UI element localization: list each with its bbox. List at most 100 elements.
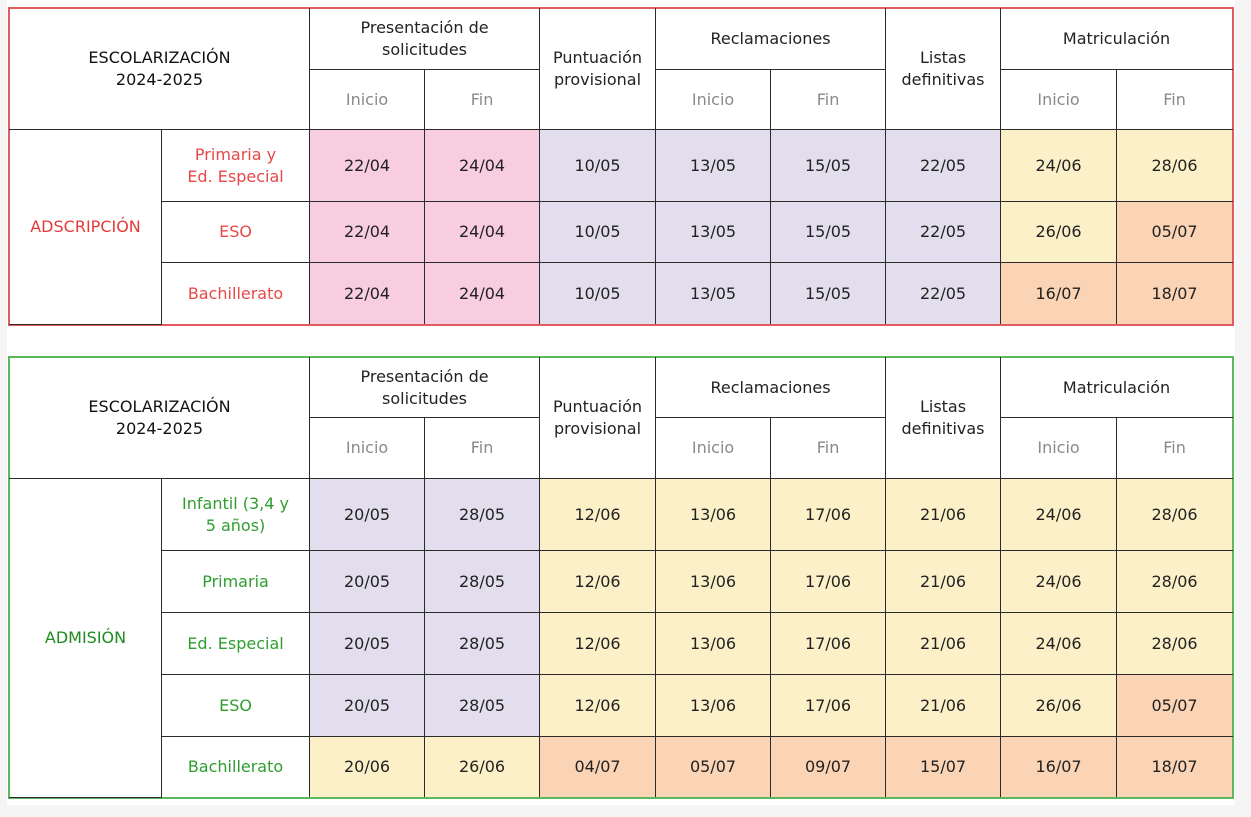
date-cell: 24/06 xyxy=(1000,129,1118,202)
level-label: Bachillerato xyxy=(160,262,311,325)
level-label: Primaria y Ed. Especial xyxy=(160,129,311,202)
date-cell: 24/04 xyxy=(424,129,541,202)
title-line2: 2024-2025 xyxy=(115,70,204,89)
date-cell: 13/05 xyxy=(655,262,772,325)
date-cell: 13/06 xyxy=(655,478,772,551)
table-title: ESCOLARIZACIÓN 2024-2025 xyxy=(8,8,311,130)
date-cell: 16/07 xyxy=(1000,262,1118,325)
date-cell: 28/06 xyxy=(1116,129,1234,202)
date-cell: 10/05 xyxy=(539,262,657,325)
header-inicio: Inicio xyxy=(655,69,772,130)
level-label: Ed. Especial xyxy=(160,612,311,675)
date-cell: 28/05 xyxy=(424,550,541,613)
level-label: Bachillerato xyxy=(160,736,311,798)
date-cell: 20/05 xyxy=(309,478,426,551)
header-listas: Listas definitivas xyxy=(885,357,1002,479)
date-cell: 22/05 xyxy=(885,262,1002,325)
date-cell: 12/06 xyxy=(539,550,657,613)
date-cell: 09/07 xyxy=(770,736,887,798)
date-cell: 20/05 xyxy=(309,674,426,737)
table-title: ESCOLARIZACIÓN 2024-2025 xyxy=(8,357,311,479)
header-inicio: Inicio xyxy=(1000,417,1118,479)
admision-table: ESCOLARIZACIÓN 2024-2025 Presentación de… xyxy=(7,356,1235,799)
date-cell: 28/05 xyxy=(424,612,541,675)
level-label: ESO xyxy=(160,201,311,263)
date-cell: 28/05 xyxy=(424,478,541,551)
date-cell: 12/06 xyxy=(539,674,657,737)
date-cell: 21/06 xyxy=(885,674,1002,737)
date-cell: 13/06 xyxy=(655,612,772,675)
date-cell: 18/07 xyxy=(1116,736,1234,798)
date-cell: 26/06 xyxy=(1000,674,1118,737)
header-puntuacion: Puntuación provisional xyxy=(539,8,657,130)
date-cell: 12/06 xyxy=(539,612,657,675)
date-cell: 16/07 xyxy=(1000,736,1118,798)
header-fin: Fin xyxy=(1116,417,1234,479)
date-cell: 04/07 xyxy=(539,736,657,798)
date-cell: 22/05 xyxy=(885,201,1002,263)
date-cell: 22/05 xyxy=(885,129,1002,202)
adscripcion-table: ESCOLARIZACIÓN 2024-2025 Presentación de… xyxy=(7,7,1235,326)
date-cell: 13/05 xyxy=(655,201,772,263)
date-cell: 21/06 xyxy=(885,550,1002,613)
title-line2: 2024-2025 xyxy=(115,419,204,438)
header-inicio: Inicio xyxy=(655,417,772,479)
header-inicio: Inicio xyxy=(309,417,426,479)
date-cell: 17/06 xyxy=(770,612,887,675)
header-listas: Listas definitivas xyxy=(885,8,1002,130)
header-puntuacion: Puntuación provisional xyxy=(539,357,657,479)
date-cell: 17/06 xyxy=(770,550,887,613)
date-cell: 26/06 xyxy=(1000,201,1118,263)
date-cell: 24/06 xyxy=(1000,612,1118,675)
date-cell: 10/05 xyxy=(539,129,657,202)
header-inicio: Inicio xyxy=(309,69,426,130)
date-cell: 12/06 xyxy=(539,478,657,551)
header-fin: Fin xyxy=(1116,69,1234,130)
date-cell: 18/07 xyxy=(1116,262,1234,325)
date-cell: 20/06 xyxy=(309,736,426,798)
date-cell: 28/06 xyxy=(1116,550,1234,613)
header-reclamaciones: Reclamaciones xyxy=(655,357,887,418)
date-cell: 15/05 xyxy=(770,129,887,202)
date-cell: 21/06 xyxy=(885,612,1002,675)
level-label: Infantil (3,4 y 5 años) xyxy=(160,478,311,551)
date-cell: 24/06 xyxy=(1000,550,1118,613)
date-cell: 05/07 xyxy=(655,736,772,798)
title-line1: ESCOLARIZACIÓN xyxy=(88,48,231,67)
level-label: Primaria xyxy=(160,550,311,613)
section-label: ADSCRIPCIÓN xyxy=(9,129,162,325)
date-cell: 24/04 xyxy=(424,262,541,325)
date-cell: 22/04 xyxy=(309,129,426,202)
header-fin: Fin xyxy=(770,69,887,130)
date-cell: 21/06 xyxy=(885,478,1002,551)
date-cell: 15/07 xyxy=(885,736,1002,798)
header-fin: Fin xyxy=(770,417,887,479)
header-inicio: Inicio xyxy=(1000,69,1118,130)
header-fin: Fin xyxy=(424,69,541,130)
date-cell: 05/07 xyxy=(1116,201,1234,263)
header-matriculacion: Matriculación xyxy=(1000,8,1234,70)
header-presentacion: Presentación de solicitudes xyxy=(309,357,541,418)
date-cell: 26/06 xyxy=(424,736,541,798)
date-cell: 05/07 xyxy=(1116,674,1234,737)
date-cell: 17/06 xyxy=(770,674,887,737)
header-reclamaciones: Reclamaciones xyxy=(655,8,887,70)
date-cell: 13/06 xyxy=(655,674,772,737)
section-label: ADMISIÓN xyxy=(9,478,162,798)
date-cell: 28/06 xyxy=(1116,478,1234,551)
date-cell: 10/05 xyxy=(539,201,657,263)
date-cell: 24/04 xyxy=(424,201,541,263)
header-presentacion: Presentación de solicitudes xyxy=(309,8,541,70)
level-label: ESO xyxy=(160,674,311,737)
date-cell: 20/05 xyxy=(309,612,426,675)
title-line1: ESCOLARIZACIÓN xyxy=(88,397,231,416)
date-cell: 13/06 xyxy=(655,550,772,613)
date-cell: 17/06 xyxy=(770,478,887,551)
date-cell: 22/04 xyxy=(309,201,426,263)
date-cell: 24/06 xyxy=(1000,478,1118,551)
date-cell: 28/06 xyxy=(1116,612,1234,675)
header-fin: Fin xyxy=(424,417,541,479)
header-matriculacion: Matriculación xyxy=(1000,357,1234,418)
date-cell: 15/05 xyxy=(770,201,887,263)
date-cell: 15/05 xyxy=(770,262,887,325)
